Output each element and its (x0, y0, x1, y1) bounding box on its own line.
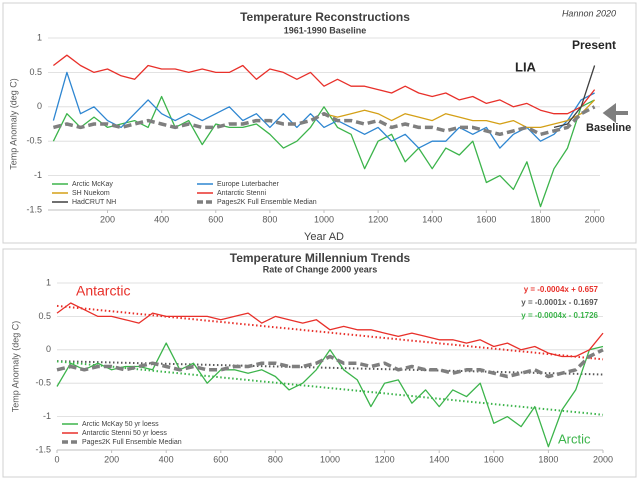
x-tick-label: 1000 (320, 454, 340, 464)
y-tick-label: 0 (46, 344, 51, 354)
x-tick-label: 200 (104, 454, 119, 464)
legend-label: SH Nuekom (72, 190, 110, 197)
x-tick-label: 800 (262, 214, 277, 224)
baseline-arrow (602, 103, 628, 123)
x-tick-label: 1200 (375, 454, 395, 464)
y-axis-label: Temp Anomaly (deg C) (8, 78, 18, 170)
series-line (323, 99, 596, 129)
annotation: Hannon 2020 (562, 8, 616, 18)
x-tick-label: 0 (54, 454, 59, 464)
trendline-equation: y = -0.0004x - 0.1726 (521, 311, 598, 320)
x-axis-label: Year AD (304, 231, 344, 243)
legend-label: Antarctic Stenni 50 yr loess (82, 430, 167, 437)
series-line (52, 71, 595, 149)
chart-subtitle: 1961-1990 Baseline (284, 25, 367, 35)
series-line (56, 302, 604, 358)
annotation: Baseline (586, 122, 631, 134)
y-tick-label: 1 (46, 277, 51, 287)
x-tick-label: 1000 (314, 214, 334, 224)
x-tick-label: 2000 (585, 214, 605, 224)
x-tick-label: 1400 (429, 454, 449, 464)
y-tick-label: 1 (37, 32, 42, 42)
series-line (56, 342, 604, 448)
y-tick-label: -1.5 (26, 204, 42, 214)
x-tick-label: 600 (213, 454, 228, 464)
chart-subtitle: Rate of Change 2000 years (263, 264, 378, 274)
y-tick-label: -1 (34, 170, 42, 180)
series-line (56, 348, 604, 379)
y-tick-label: -0.5 (26, 136, 42, 146)
x-tick-label: 1400 (422, 214, 442, 224)
x-tick-label: 1600 (484, 454, 504, 464)
trendline-equation: y = -0.0004x + 0.657 (524, 285, 599, 294)
annotation: Antarctic (76, 283, 130, 299)
series-line (53, 54, 596, 115)
annotation: Present (572, 38, 616, 52)
legend-label: Pages2K Full Ensemble Median (217, 199, 317, 206)
trendline (56, 360, 604, 416)
trendline (56, 360, 604, 376)
y-tick-label: -0.5 (35, 378, 51, 388)
series-line (52, 95, 595, 208)
y-tick-label: -1.5 (35, 444, 51, 454)
y-tick-label: 0.5 (38, 311, 51, 321)
annotation: Arctic (558, 431, 591, 446)
x-tick-label: 2000 (593, 454, 613, 464)
y-tick-label: -1 (43, 411, 51, 421)
legend-label: HadCRUT NH (72, 199, 116, 206)
x-tick-label: 800 (268, 454, 283, 464)
annotation: LIA (515, 59, 537, 74)
legend-label: Arctic McKay (72, 181, 113, 188)
y-tick-label: 0 (37, 101, 42, 111)
x-tick-label: 1800 (530, 214, 550, 224)
x-tick-label: 600 (208, 214, 223, 224)
x-tick-label: 400 (159, 454, 174, 464)
legend-label: Europe Luterbacher (217, 181, 280, 188)
chart-title: Temperature Reconstructions (240, 10, 410, 24)
x-tick-label: 1800 (538, 454, 558, 464)
legend-label: Arctic McKay 50 yr loess (82, 421, 159, 428)
series-line (553, 65, 596, 129)
x-tick-label: 400 (154, 214, 169, 224)
chart-title: Temperature Millennium Trends (230, 251, 411, 265)
x-tick-label: 1200 (368, 214, 388, 224)
trendline-equation: y = -0.0001x - 0.1697 (521, 298, 598, 307)
y-axis-label: Temp Anomaly (deg C) (10, 321, 20, 413)
trendline (56, 304, 604, 361)
x-tick-label: 1600 (476, 214, 496, 224)
legend-label: Antarctic Stenni (217, 190, 266, 197)
series-line (52, 105, 596, 137)
x-tick-label: 200 (100, 214, 115, 224)
y-tick-label: 0.5 (29, 67, 42, 77)
legend-label: Pages2K Full Ensemble Median (82, 439, 182, 446)
